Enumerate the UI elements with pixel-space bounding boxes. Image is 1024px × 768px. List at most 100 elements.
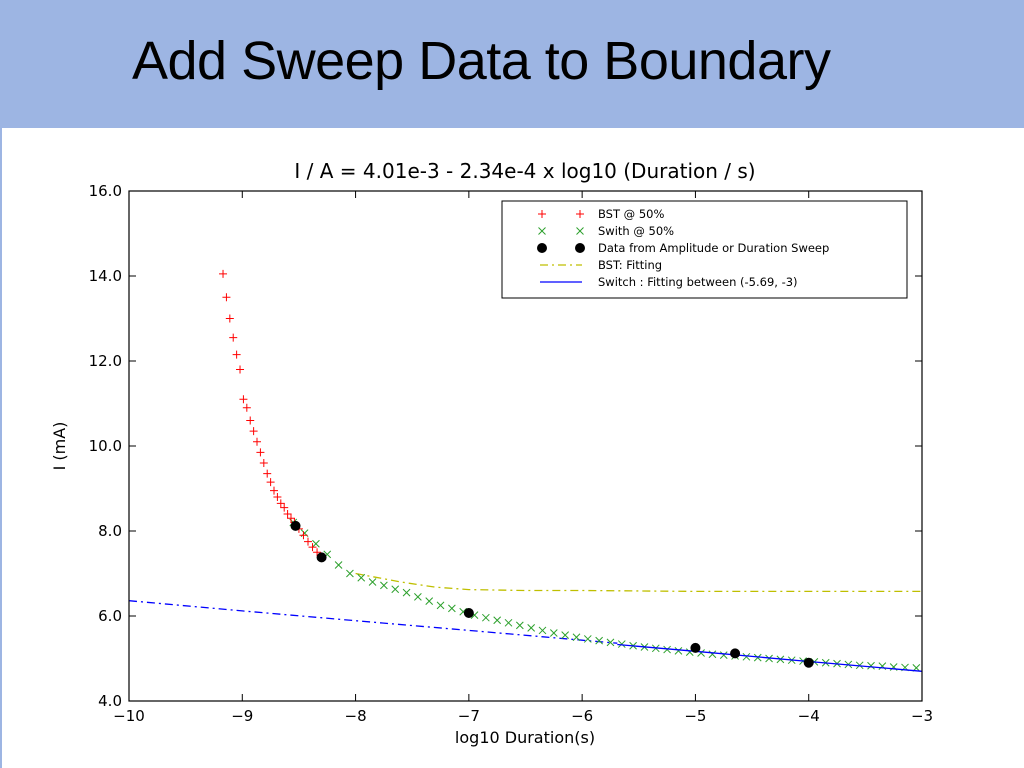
series-1-point bbox=[481, 613, 490, 622]
series-1-point bbox=[312, 539, 320, 548]
y-tick-label: 8.0 bbox=[98, 522, 122, 540]
series-0-point bbox=[259, 459, 268, 467]
legend-label: Swith @ 50% bbox=[598, 224, 674, 238]
series-1-point bbox=[334, 561, 343, 569]
series-1-point bbox=[368, 578, 377, 586]
series-1-point bbox=[708, 650, 717, 659]
legend-label: BST @ 50% bbox=[598, 207, 664, 221]
y-tick-label: 14.0 bbox=[89, 267, 122, 285]
series-0-point bbox=[308, 543, 317, 552]
series-1-point bbox=[425, 597, 434, 605]
y-tick-label: 10.0 bbox=[89, 437, 122, 455]
series-0-point bbox=[256, 448, 265, 457]
legend-marker-swatch bbox=[537, 243, 547, 253]
series-1-point bbox=[346, 569, 354, 578]
series-1-point bbox=[867, 661, 875, 670]
series-1-point bbox=[583, 635, 592, 643]
series-1-point bbox=[414, 593, 422, 601]
series-2-point bbox=[290, 520, 301, 531]
series-1-point bbox=[561, 631, 570, 639]
legend-marker-swatch bbox=[576, 210, 584, 218]
slide-left-edge bbox=[0, 128, 2, 768]
legend-item: BST @ 50% bbox=[538, 207, 664, 221]
series-1-point bbox=[436, 601, 445, 610]
series-1-point bbox=[674, 646, 683, 655]
series-0-point bbox=[246, 416, 255, 425]
slide-title: Add Sweep Data to Boundary bbox=[132, 31, 831, 91]
x-tick-label: −5 bbox=[684, 707, 706, 725]
series-1-point bbox=[595, 636, 603, 645]
legend-item: Swith @ 50% bbox=[538, 224, 674, 238]
series-1-point bbox=[402, 588, 411, 597]
series-0-point bbox=[299, 531, 308, 540]
legend-marker-swatch bbox=[575, 243, 585, 253]
series-1-point bbox=[742, 652, 751, 661]
series-0-point bbox=[253, 437, 262, 446]
series-0-point bbox=[263, 469, 272, 478]
series-3-line bbox=[355, 572, 922, 593]
series-0-points bbox=[219, 269, 326, 561]
series-0-point bbox=[303, 537, 312, 546]
series-0-point bbox=[273, 493, 282, 501]
legend-label: Switch : Fitting between (-5.69, -3) bbox=[598, 275, 798, 289]
series-1-point bbox=[753, 653, 762, 662]
series-0-point bbox=[242, 403, 251, 412]
series-1-point bbox=[617, 640, 626, 648]
series-5-line bbox=[128, 600, 618, 644]
legend-item: Switch : Fitting between (-5.69, -3) bbox=[540, 275, 798, 289]
series-0-point bbox=[313, 548, 322, 557]
series-1-point bbox=[504, 618, 513, 627]
y-tick-label: 16.0 bbox=[89, 182, 122, 200]
legend-label: Data from Amplitude or Duration Sweep bbox=[598, 241, 829, 255]
series-1-point bbox=[357, 573, 366, 582]
x-axis-label: log10 Duration(s) bbox=[455, 728, 595, 747]
series-1-point bbox=[380, 581, 388, 590]
series-0-point bbox=[229, 333, 238, 342]
y-tick-label: 12.0 bbox=[89, 352, 122, 370]
series-0-point bbox=[232, 350, 241, 359]
series-2-point bbox=[803, 657, 814, 668]
series-1-point bbox=[663, 645, 671, 654]
series-1-point bbox=[719, 651, 728, 659]
series-0-point bbox=[283, 510, 292, 518]
x-tick-label: −8 bbox=[345, 707, 367, 725]
chart: I / A = 4.01e-3 - 2.34e-4 x log10 (Durat… bbox=[50, 159, 933, 747]
y-tick-label: 4.0 bbox=[98, 692, 122, 710]
series-2-point bbox=[316, 552, 327, 563]
series-0-point bbox=[270, 486, 279, 495]
y-axis-label: I (mA) bbox=[50, 422, 69, 471]
series-1-points bbox=[289, 518, 921, 672]
series-0-point bbox=[266, 478, 275, 487]
legend-item: Data from Amplitude or Duration Sweep bbox=[537, 241, 829, 255]
series-0-point bbox=[286, 514, 295, 523]
series-2-point bbox=[463, 608, 474, 619]
legend-marker-swatch bbox=[538, 210, 546, 218]
chart-title: I / A = 4.01e-3 - 2.34e-4 x log10 (Durat… bbox=[294, 159, 755, 183]
series-1-point bbox=[448, 604, 456, 613]
series-0-point bbox=[249, 427, 258, 436]
series-2-point bbox=[690, 642, 701, 653]
x-tick-label: −9 bbox=[231, 707, 253, 725]
series-2-point bbox=[730, 648, 741, 659]
series-2-points bbox=[290, 520, 814, 668]
series-0-point bbox=[239, 395, 248, 404]
series-1-point bbox=[538, 626, 547, 635]
legend-marker-swatch bbox=[576, 227, 584, 235]
series-0-point bbox=[219, 269, 228, 278]
series-0-point bbox=[222, 293, 231, 302]
series-4-line bbox=[617, 643, 923, 672]
series-1-point bbox=[606, 638, 615, 647]
x-tick-label: −7 bbox=[458, 707, 480, 725]
series-0-point bbox=[280, 503, 289, 512]
series-1-point bbox=[391, 585, 400, 594]
x-tick-label: −6 bbox=[571, 707, 593, 725]
series-1-point bbox=[527, 624, 536, 632]
x-tick-label: −10 bbox=[113, 707, 145, 725]
series-1-point bbox=[515, 621, 524, 630]
series-0-point bbox=[236, 365, 245, 374]
series-1-point bbox=[572, 633, 581, 642]
legend-item: BST: Fitting bbox=[540, 258, 662, 272]
series-0-point bbox=[225, 314, 234, 323]
x-tick-label: −4 bbox=[798, 707, 820, 725]
series-0-point bbox=[276, 499, 285, 508]
